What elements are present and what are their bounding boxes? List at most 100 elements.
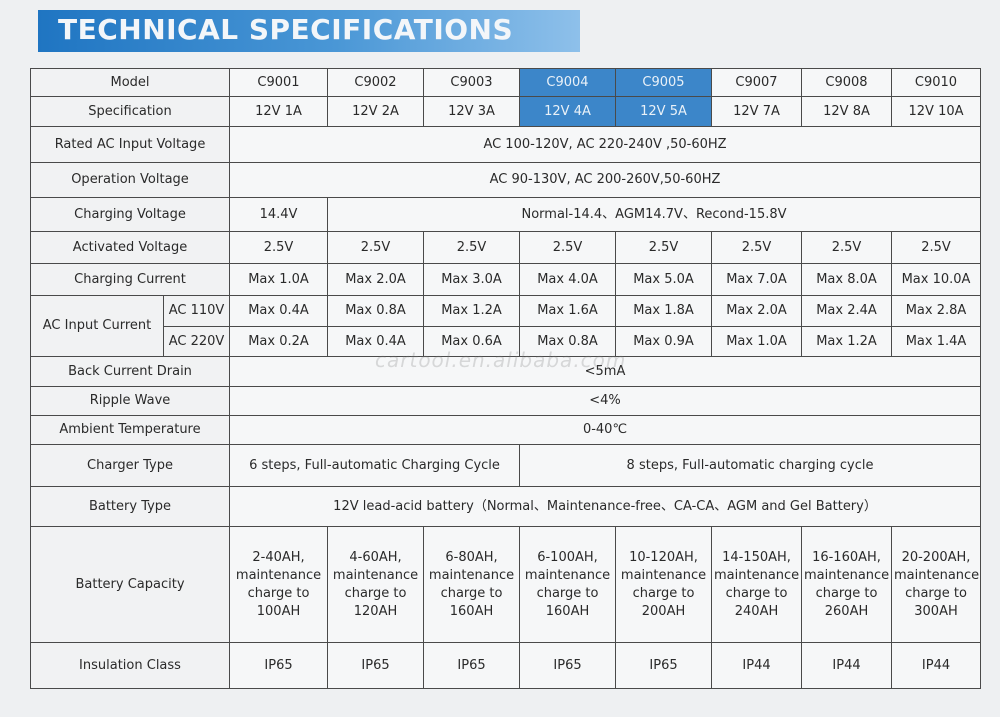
activated-voltage-cell: 2.5V — [891, 231, 982, 264]
capacity-max: 240AH — [734, 603, 779, 619]
insulation-cell: IP65 — [615, 642, 713, 689]
capacity-text: maintenance — [804, 567, 890, 583]
charging-current-cell: Max 4.0A — [519, 263, 617, 296]
charging-current-cell: Max 10.0A — [891, 263, 982, 296]
battery-capacity-cell: 6-80AH, maintenance charge to 160AH — [423, 526, 521, 643]
capacity-text: charge to — [905, 585, 967, 601]
capacity-max: 120AH — [353, 603, 398, 619]
activated-voltage-cell: 2.5V — [711, 231, 803, 264]
capacity-max: 260AH — [824, 603, 869, 619]
activated-voltage-cell: 2.5V — [519, 231, 617, 264]
battery-capacity-label: Battery Capacity — [29, 526, 231, 643]
capacity-range: 20-200AH, — [901, 549, 971, 565]
charging-current-cell: Max 5.0A — [615, 263, 713, 296]
ripple-value: <4% — [229, 386, 982, 416]
capacity-text: charge to — [632, 585, 695, 601]
spec-cell: 12V 4A — [519, 96, 617, 127]
insulation-cell: IP65 — [423, 642, 521, 689]
capacity-max: 200AH — [641, 603, 686, 619]
ac110-cell: Max 2.8A — [891, 295, 982, 327]
insulation-cell: IP44 — [711, 642, 803, 689]
back-current-label: Back Current Drain — [29, 356, 231, 387]
capacity-range: 6-100AH, — [537, 549, 598, 565]
ac-input-current-label: AC Input Current — [30, 295, 164, 357]
model-cell: C9008 — [801, 68, 893, 97]
ac110-label: AC 110V — [162, 295, 231, 327]
capacity-range: 2-40AH, — [252, 549, 305, 565]
ac110-cell: Max 2.0A — [711, 295, 803, 327]
model-cell: C9010 — [891, 68, 982, 97]
ac220-cell: Max 1.2A — [801, 326, 893, 357]
charging-voltage-label: Charging Voltage — [29, 197, 231, 232]
charging-current-cell: Max 8.0A — [801, 263, 893, 296]
capacity-text: charge to — [536, 585, 599, 601]
ac220-cell: Max 1.4A — [891, 326, 982, 357]
activated-voltage-cell: 2.5V — [229, 231, 329, 264]
ac110-cell: Max 2.4A — [801, 295, 893, 327]
specification-label: Specification — [29, 96, 231, 127]
ac220-cell: Max 1.0A — [711, 326, 803, 357]
charger-type-b: 8 steps, Full-automatic charging cycle — [519, 444, 982, 487]
capacity-range: 14-150AH, — [722, 549, 791, 565]
capacity-max: 300AH — [914, 603, 958, 619]
ac110-cell: Max 1.8A — [615, 295, 713, 327]
activated-voltage-label: Activated Voltage — [29, 231, 231, 264]
insulation-cell: IP44 — [891, 642, 982, 689]
battery-capacity-row: Battery Capacity 2-40AH, maintenance cha… — [29, 526, 982, 643]
charging-voltage-rest: Normal-14.4、AGM14.7V、Recond-15.8V — [327, 197, 982, 232]
battery-capacity-cell: 16-160AH, maintenance charge to 260AH — [801, 526, 893, 643]
ac110-cell: Max 0.8A — [327, 295, 425, 327]
spec-cell: 12V 3A — [423, 96, 521, 127]
charger-type-row: Charger Type 6 steps, Full-automatic Cha… — [29, 444, 982, 487]
back-current-value: <5mA — [229, 356, 982, 387]
page-title: TECHNICAL SPECIFICATIONS — [58, 13, 514, 46]
capacity-text: maintenance — [332, 567, 419, 583]
activated-voltage-cell: 2.5V — [615, 231, 713, 264]
capacity-max: 160AH — [545, 603, 590, 619]
battery-capacity-cell: 4-60AH, maintenance charge to 120AH — [327, 526, 425, 643]
watermark: cartool.en.alibaba.com — [375, 348, 627, 372]
insulation-cell: IP44 — [801, 642, 893, 689]
insulation-cell: IP65 — [519, 642, 617, 689]
charging-current-row: Charging Current Max 1.0A Max 2.0A Max 3… — [29, 263, 982, 296]
spec-cell: 12V 7A — [711, 96, 803, 127]
charging-current-cell: Max 1.0A — [229, 263, 329, 296]
ac220-label: AC 220V — [162, 326, 231, 357]
ac220-cell: Max 0.9A — [615, 326, 713, 357]
ac110-cell: Max 1.6A — [519, 295, 617, 327]
ac110-current-row: AC Input Current AC 110V Max 0.4A Max 0.… — [30, 295, 982, 357]
activated-voltage-cell: 2.5V — [423, 231, 521, 264]
operation-label: Operation Voltage — [29, 162, 231, 198]
capacity-text: maintenance — [714, 567, 800, 583]
capacity-text: charge to — [247, 585, 310, 601]
model-cell: C9004 — [519, 68, 617, 97]
capacity-range: 4-60AH, — [349, 549, 402, 565]
model-cell: C9001 — [229, 68, 329, 97]
charger-type-label: Charger Type — [29, 444, 231, 487]
capacity-text: charge to — [725, 585, 788, 601]
operation-value: AC 90-130V, AC 200-260V,50-60HZ — [229, 162, 982, 198]
ac110-cell: Max 1.2A — [423, 295, 521, 327]
back-current-row: Back Current Drain <5mA — [29, 356, 982, 387]
insulation-row: Insulation Class IP65 IP65 IP65 IP65 IP6… — [29, 642, 982, 689]
ambient-row: Ambient Temperature 0-40℃ — [29, 415, 982, 445]
charging-current-cell: Max 7.0A — [711, 263, 803, 296]
model-cell: C9007 — [711, 68, 803, 97]
ac220-cell: Max 0.4A — [327, 326, 425, 357]
capacity-text: maintenance — [428, 567, 515, 583]
capacity-range: 10-120AH, — [629, 549, 698, 565]
capacity-max: 160AH — [449, 603, 494, 619]
battery-capacity-cell: 14-150AH, maintenance charge to 240AH — [711, 526, 803, 643]
insulation-cell: IP65 — [229, 642, 329, 689]
charging-voltage-first: 14.4V — [229, 197, 329, 232]
charging-voltage-row: Charging Voltage 14.4V Normal-14.4、AGM14… — [29, 197, 982, 232]
capacity-text: maintenance — [235, 567, 322, 583]
capacity-text: maintenance — [894, 567, 980, 583]
ambient-label: Ambient Temperature — [29, 415, 231, 445]
charger-type-a: 6 steps, Full-automatic Charging Cycle — [229, 444, 521, 487]
rated-ac-label: Rated AC Input Voltage — [29, 126, 231, 163]
operation-row: Operation Voltage AC 90-130V, AC 200-260… — [29, 162, 982, 198]
capacity-text: charge to — [440, 585, 503, 601]
battery-type-value: 12V lead-acid battery（Normal、Maintenance… — [229, 486, 982, 527]
capacity-text: maintenance — [524, 567, 611, 583]
